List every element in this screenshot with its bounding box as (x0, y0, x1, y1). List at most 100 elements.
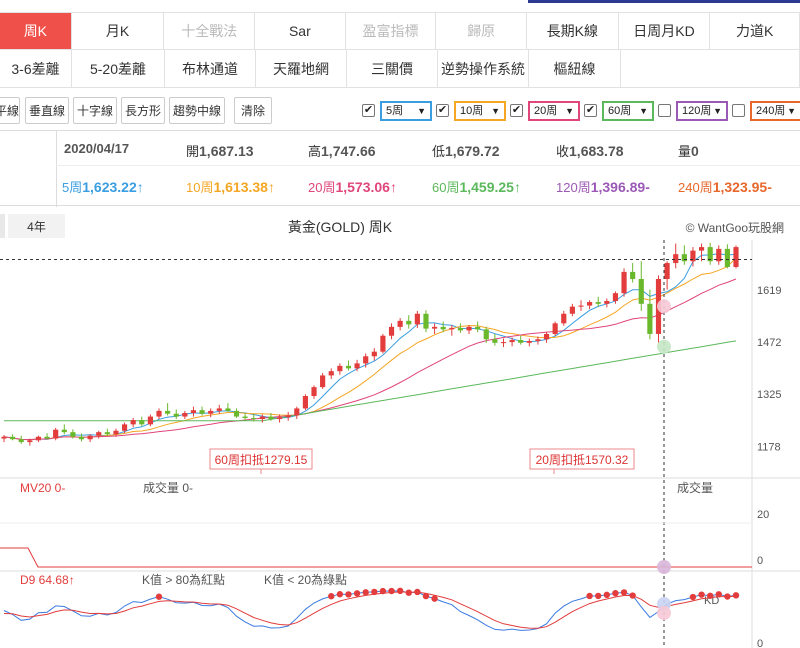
ma-period-select-3[interactable]: 20周 ▼ (528, 101, 580, 121)
ma-checkbox-1[interactable]: ✔ (362, 104, 375, 117)
ma-period-select-1[interactable]: 5周 ▼ (380, 101, 432, 121)
indicator-tab-6[interactable]: 逆勢操作系統 (438, 50, 529, 88)
kd-red-dot (353, 590, 361, 597)
ma-period-label: 5周 (386, 105, 404, 117)
ma60-label: 60周 (432, 180, 460, 195)
candle-body (156, 410, 162, 417)
candle-body (406, 320, 412, 325)
indicator-tab-2[interactable]: 5-20差離 (72, 50, 165, 88)
indicator-tab-5[interactable]: 三關價 (347, 50, 438, 88)
close-value: 1,683.78 (569, 143, 624, 159)
close-price: 收1,683.78 (556, 141, 624, 160)
candle-body (328, 371, 334, 376)
ma5-line (3, 253, 737, 441)
candle-body (630, 271, 636, 279)
kd-red-dot (396, 587, 404, 595)
period-tab-prev[interactable] (0, 214, 5, 238)
candle-body (147, 416, 153, 425)
crosshair-button[interactable]: 十字線 (73, 97, 117, 124)
period-tab-4y[interactable]: 4年 (8, 214, 65, 238)
ma10-line (3, 257, 737, 441)
candle-body (587, 302, 593, 306)
volume: 量0 (678, 141, 699, 160)
ma-period-select-2[interactable]: 10周 ▼ (454, 101, 506, 121)
candle-body (302, 396, 308, 409)
kd-red-dot (405, 589, 412, 596)
kd-red-dot (595, 592, 602, 600)
candle-body (130, 420, 136, 425)
tab-2[interactable]: 月K (71, 12, 165, 50)
candle-body (432, 326, 438, 329)
ma10-label: 10周 (186, 180, 214, 195)
candle-body (457, 327, 464, 331)
kd-red-dot (629, 592, 636, 599)
candle-body (87, 435, 93, 440)
kd-red-dot (328, 593, 335, 600)
ma-checkbox-2[interactable]: ✔ (436, 104, 449, 117)
d-line (3, 591, 737, 629)
candle-body (268, 416, 274, 420)
tab-6[interactable]: 歸原 (436, 12, 528, 50)
candle-body (208, 410, 214, 414)
candle-body (363, 356, 369, 364)
chevron-down-icon: ▼ (787, 106, 796, 116)
candle-body (18, 439, 24, 443)
tab-4[interactable]: Sar (255, 12, 346, 50)
tab-8[interactable]: 日周月KD (618, 12, 711, 50)
ma-period-label: 120周 (682, 105, 712, 117)
ma20-readout: 20周1,573.06↑ (308, 177, 397, 196)
vertical-line-button[interactable]: 垂直線 (25, 97, 69, 124)
candle-body (35, 436, 42, 441)
candle-body (638, 279, 644, 304)
horizontal-line-button[interactable]: 平線 (0, 97, 20, 124)
ma-checkbox-3[interactable]: ✔ (510, 104, 523, 117)
ma60-readout: 60周1,459.25↑ (432, 177, 521, 196)
ma-period-label: 60周 (608, 105, 632, 117)
candle-body (733, 247, 739, 267)
ma-checkbox-5[interactable] (658, 104, 671, 117)
ma60-value: 1,459.25↑ (459, 179, 521, 195)
candle-body (595, 302, 601, 304)
candle-body (311, 387, 317, 396)
candle-body (716, 248, 722, 262)
volume-y-tick: 0 (757, 555, 763, 567)
ma-checkbox-6[interactable] (732, 104, 745, 117)
candle-body (294, 408, 300, 416)
indicator-tab-7[interactable]: 樞紐線 (529, 50, 621, 88)
ma-period-select-4[interactable]: 60周 ▼ (602, 101, 654, 121)
indicator-tab-4[interactable]: 天羅地網 (256, 50, 347, 88)
candle-body (259, 416, 265, 420)
tab-5[interactable]: 盈富指標 (345, 12, 437, 50)
tab-7[interactable]: 長期K線 (527, 12, 619, 50)
ma-period-select-6[interactable]: 240周 ▼ (750, 101, 800, 121)
indicator-tab-3[interactable]: 布林通道 (165, 50, 256, 88)
candle-body (698, 247, 705, 251)
candle-body (113, 430, 119, 435)
candle-body (673, 254, 679, 264)
ma-checkbox-4[interactable]: ✔ (584, 104, 597, 117)
ma120-readout: 120周1,396.89- (556, 177, 650, 196)
indicator-tab-1[interactable]: 3-6差離 (0, 50, 72, 88)
candle-body (371, 351, 377, 357)
clear-button[interactable]: 清除 (234, 97, 272, 124)
ma240-label: 240周 (678, 180, 713, 195)
kd-red-dot (362, 589, 369, 596)
period-tabs: 周K 月K 十全戰法 Sar 盈富指標 歸原 長期K線 日周月KD 力道K (0, 12, 800, 50)
ma-period-label: 10周 (460, 105, 484, 117)
tab-3[interactable]: 十全戰法 (164, 12, 256, 50)
top-accent-bar (528, 0, 800, 3)
candle-body (27, 440, 33, 443)
candle-body (492, 339, 498, 343)
candle-body (121, 424, 128, 431)
candlestick-chart[interactable]: 1619 1472 1325 1178 60周扣抵1279.15 20周扣抵1570.32… (0, 240, 800, 648)
ma-period-select-5[interactable]: 120周 ▼ (676, 101, 728, 121)
candle-body (354, 363, 360, 369)
candle-body (483, 329, 489, 340)
trend-line-button[interactable]: 趨勢中線 (169, 97, 225, 124)
candle-body (139, 420, 145, 425)
candle-body (44, 436, 50, 439)
rectangle-button[interactable]: 長方形 (121, 97, 165, 124)
tab-1[interactable]: 周K (0, 12, 72, 50)
tab-9[interactable]: 力道K (710, 12, 800, 50)
ma60-line (4, 340, 737, 422)
